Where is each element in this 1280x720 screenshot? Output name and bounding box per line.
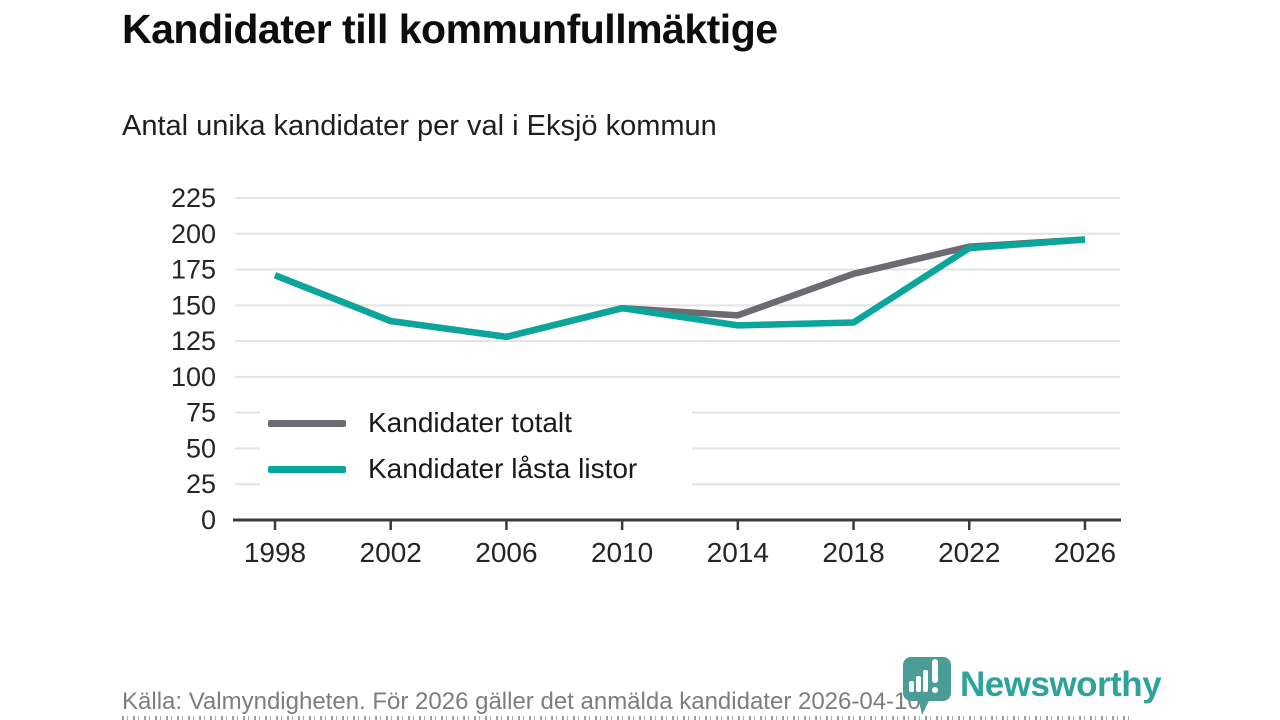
y-tick-label: 0 <box>201 505 216 535</box>
y-tick-label: 50 <box>186 433 216 463</box>
x-tick-label: 2002 <box>360 537 422 568</box>
chart-subtitle: Antal unika kandidater per val i Eksjö k… <box>122 110 717 142</box>
chart-legend: Kandidater totalt Kandidater låsta listo… <box>260 400 692 492</box>
legend-item-totalt: Kandidater totalt <box>260 401 692 445</box>
x-tick-label: 2006 <box>475 537 537 568</box>
clipped-text-row <box>122 716 1132 720</box>
x-tick-label: 2026 <box>1054 537 1116 568</box>
y-tick-label: 175 <box>171 255 216 285</box>
y-tick-label: 100 <box>171 362 216 392</box>
legend-label-totalt: Kandidater totalt <box>368 407 572 438</box>
logo-wordmark: Newsworthy <box>960 665 1162 704</box>
x-tick-label: 2022 <box>938 537 1000 568</box>
page-title: Kandidater till kommunfullmäktige <box>122 6 778 52</box>
source-note: Källa: Valmyndigheten. För 2026 gäller d… <box>122 688 928 715</box>
y-tick-label: 75 <box>186 398 216 428</box>
legend-item-lasta-listor: Kandidater låsta listor <box>260 447 692 491</box>
newsworthy-logo: Newsworthy <box>900 655 1162 717</box>
newsworthy-speech-bubble-bar-chart-icon <box>903 657 951 715</box>
x-tick-label: 2018 <box>822 537 884 568</box>
legend-swatch-totalt <box>268 419 346 427</box>
legend-label-lasta-listor: Kandidater låsta listor <box>368 453 638 484</box>
y-tick-label: 125 <box>171 326 216 356</box>
series-line-1 <box>273 236 1086 341</box>
y-tick-label: 225 <box>171 183 216 213</box>
y-tick-label: 25 <box>186 469 216 499</box>
y-tick-label: 200 <box>171 219 216 249</box>
x-tick-label: 2014 <box>707 537 769 568</box>
x-tick-label: 2010 <box>591 537 653 568</box>
legend-swatch-lasta-listor <box>268 465 346 473</box>
x-tick-label: 1998 <box>244 537 306 568</box>
y-tick-label: 150 <box>171 290 216 320</box>
